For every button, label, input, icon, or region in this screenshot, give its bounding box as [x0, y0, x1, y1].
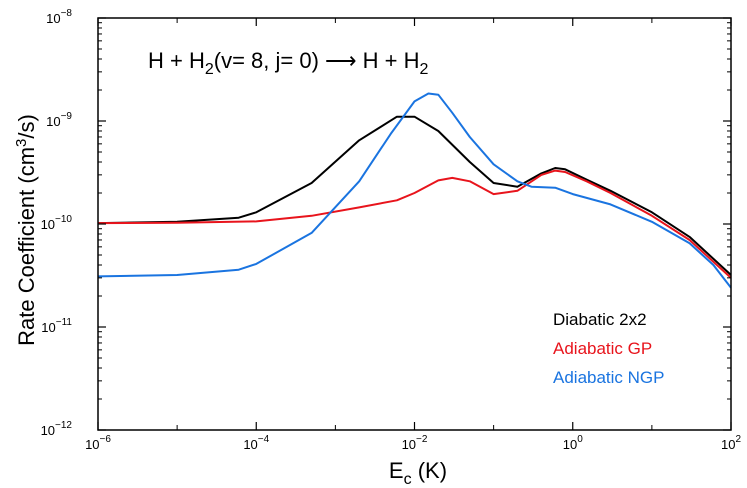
legend-entry-2: Adiabatic NGP	[553, 368, 665, 387]
reaction-annotation: H + H2(v= 8, j= 0) ⟶ H + H2	[148, 48, 429, 78]
y-tick-label: 10−12	[41, 420, 73, 438]
x-tick-label: 10−4	[243, 434, 269, 452]
legend: Diabatic 2x2 Adiabatic GP Adiabatic NGP	[553, 310, 665, 387]
x-tick-label: 10−6	[85, 434, 111, 452]
plot-layer	[98, 92, 731, 289]
series-line-0	[98, 115, 731, 276]
legend-entry-0: Diabatic 2x2	[553, 310, 647, 329]
series-line-2	[98, 92, 731, 289]
x-tick-label: 100	[563, 434, 583, 452]
legend-entry-1: Adiabatic GP	[553, 339, 652, 358]
y-axis-label: Rate Coefficient (cm3/s)	[13, 114, 39, 346]
y-tick-label: 10−11	[41, 317, 72, 335]
tick-layer: 10−6 10−4 10−2 100 102 10−12 10−11 10−10 10−9 10−…	[41, 8, 742, 452]
x-axis-label: Ec (K)	[389, 458, 447, 488]
y-tick-label: 10−10	[41, 214, 73, 232]
x-tick-label: 102	[721, 434, 741, 452]
y-tick-label: 10−9	[46, 111, 72, 129]
y-tick-label: 10−8	[46, 8, 72, 26]
series-line-1	[98, 169, 731, 279]
annotation-subscript-a: 2	[205, 61, 214, 78]
x-tick-label: 10−2	[402, 434, 428, 452]
annotation-subscript-b: 2	[420, 61, 429, 78]
